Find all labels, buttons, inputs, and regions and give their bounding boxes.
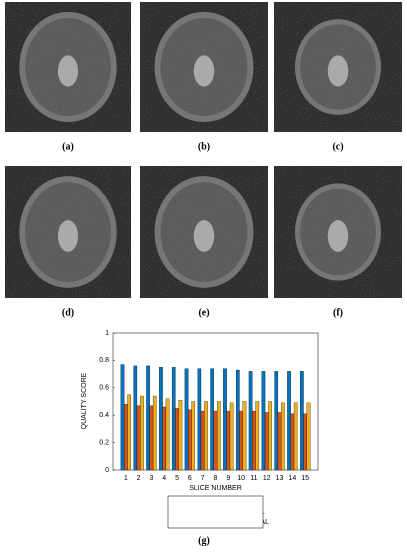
bar — [261, 371, 266, 471]
x-tick-label: 15 — [301, 475, 309, 482]
x-tick-label: 6 — [188, 475, 192, 482]
bar — [171, 367, 176, 471]
bar — [242, 401, 247, 471]
panel-label: (f) — [333, 307, 343, 318]
x-tick-label: 1 — [124, 475, 128, 482]
x-tick-label: 14 — [288, 475, 296, 482]
panel-label: (a) — [62, 141, 74, 152]
bar — [303, 413, 308, 471]
bar — [159, 367, 163, 471]
bar — [140, 395, 144, 471]
noise — [274, 2, 402, 132]
x-tick-label: 12 — [263, 475, 271, 482]
bar — [165, 398, 170, 471]
bar — [264, 412, 269, 471]
panel-label: (c) — [332, 141, 343, 152]
bar — [239, 410, 243, 471]
bar — [146, 365, 150, 471]
bar — [248, 371, 253, 471]
bar — [149, 405, 154, 471]
panel-label: (g) — [198, 535, 210, 546]
bar — [123, 404, 128, 471]
noise — [140, 2, 268, 132]
y-tick-label: 0.2 — [99, 439, 109, 446]
y-tick-label: 1 — [105, 330, 109, 337]
bar — [204, 401, 208, 471]
bar — [268, 401, 272, 471]
image-panels: (a) (b) (c) (d) (e) (f) — [5, 2, 402, 318]
y-axis-label: QUALITY SCORE — [81, 372, 88, 429]
y-tick-label: 0 — [105, 467, 109, 474]
x-tick-label: 2 — [137, 475, 141, 482]
bar — [223, 368, 227, 471]
bar — [229, 402, 234, 471]
bar — [188, 409, 192, 471]
bar — [152, 395, 157, 471]
bar — [136, 405, 141, 471]
x-axis-label: SLICE NUMBER — [189, 485, 242, 492]
panel-label: (e) — [198, 307, 209, 318]
bar — [191, 401, 196, 471]
bar — [133, 365, 138, 471]
panel-label: (d) — [62, 307, 74, 318]
bar — [226, 410, 231, 471]
bar — [300, 371, 304, 471]
x-tick-label: 11 — [250, 475, 257, 482]
noise — [274, 166, 402, 298]
x-tick-label: 4 — [162, 475, 166, 482]
bar — [277, 412, 282, 471]
x-tick-label: 5 — [175, 475, 179, 482]
y-tick-label: 0.8 — [99, 357, 109, 364]
bar — [281, 402, 285, 471]
bar — [252, 410, 256, 471]
bar — [120, 364, 125, 471]
x-tick-label: 8 — [214, 475, 218, 482]
bar — [235, 369, 240, 471]
bar — [213, 410, 218, 471]
bar — [217, 401, 221, 471]
bar — [175, 408, 179, 471]
bar — [200, 410, 205, 471]
x-tick-label: 3 — [149, 475, 153, 482]
noise — [140, 166, 268, 298]
bar — [210, 368, 214, 471]
legend-box — [167, 495, 264, 529]
noise — [5, 166, 131, 298]
bar — [306, 402, 311, 471]
x-tick-label: 13 — [276, 475, 284, 482]
panel-label: (b) — [198, 141, 210, 152]
y-tick-label: 0.6 — [99, 385, 109, 392]
y-tick-label: 0.4 — [99, 412, 109, 419]
bar — [127, 394, 131, 471]
bar — [184, 368, 189, 471]
bar — [197, 368, 202, 471]
bar — [293, 402, 298, 471]
bar — [255, 401, 260, 471]
x-tick-label: 7 — [201, 475, 205, 482]
bar — [162, 406, 167, 471]
noise — [5, 2, 131, 132]
bar — [290, 413, 295, 471]
bar — [287, 371, 291, 471]
bar — [274, 371, 279, 471]
x-tick-label: 9 — [226, 475, 230, 482]
bar — [178, 399, 183, 471]
x-tick-label: 10 — [237, 475, 245, 482]
